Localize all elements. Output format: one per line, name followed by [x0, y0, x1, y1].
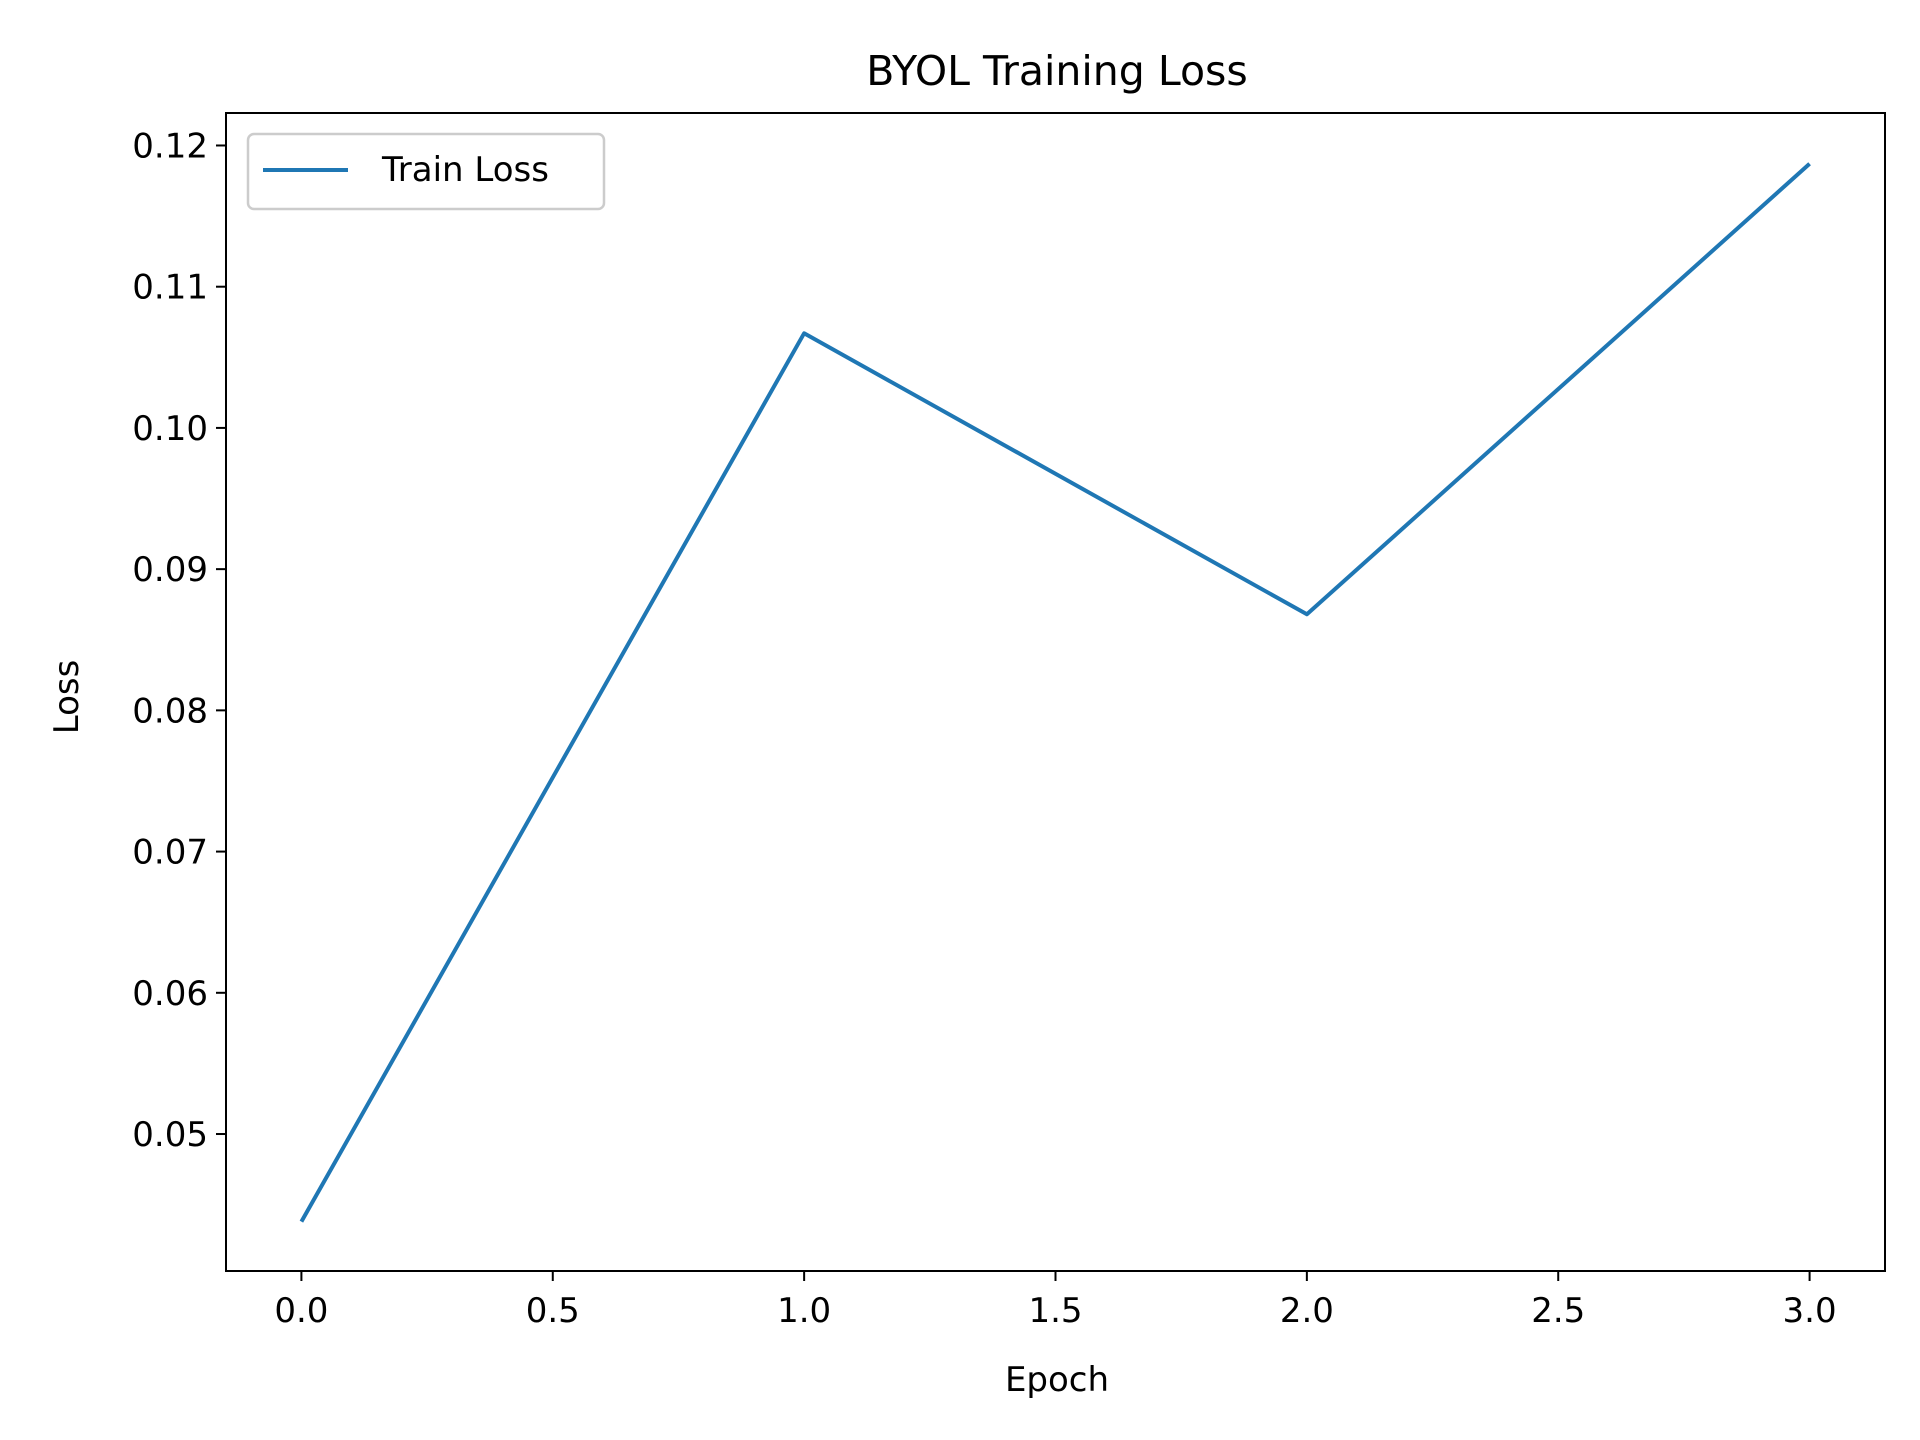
plot-area: [225, 112, 1886, 1272]
y-tick-label: 0.09: [132, 550, 208, 590]
legend: Train Loss: [246, 132, 606, 211]
y-tick-label: 0.12: [132, 126, 208, 166]
x-tick-label: 1.0: [777, 1291, 831, 1331]
y-tick-label: 0.07: [132, 833, 208, 873]
y-tick-label: 0.08: [132, 691, 208, 731]
y-axis-label: Loss: [47, 660, 87, 735]
x-tick-label: 2.5: [1531, 1291, 1585, 1331]
series-line-train-loss: [299, 162, 1811, 1223]
chart-title: BYOL Training Loss: [866, 47, 1248, 95]
series-layer: [299, 162, 1811, 1223]
x-tick-label: 0.0: [274, 1291, 328, 1331]
y-tick-label: 0.05: [132, 1115, 208, 1155]
x-tick-label: 0.5: [526, 1291, 580, 1331]
x-tick-label: 3.0: [1783, 1291, 1837, 1331]
x-tick-label: 2.0: [1280, 1291, 1334, 1331]
y-tick-label: 0.06: [132, 974, 208, 1014]
x-tick-label: 1.5: [1028, 1291, 1082, 1331]
y-tick-label: 0.11: [132, 268, 208, 308]
x-axis: 0.0 0.5 1.0 1.5 2.0 2.5 3.0: [274, 1271, 1837, 1331]
plot-background: [226, 113, 1885, 1271]
y-tick-label: 0.10: [132, 409, 208, 449]
y-axis: 0.05 0.06 0.07 0.08 0.09 0.10 0.11 0.12: [132, 126, 226, 1155]
legend-box: [246, 132, 606, 211]
legend-label-train-loss: Train Loss: [381, 150, 549, 190]
x-axis-label: Epoch: [1005, 1360, 1109, 1400]
